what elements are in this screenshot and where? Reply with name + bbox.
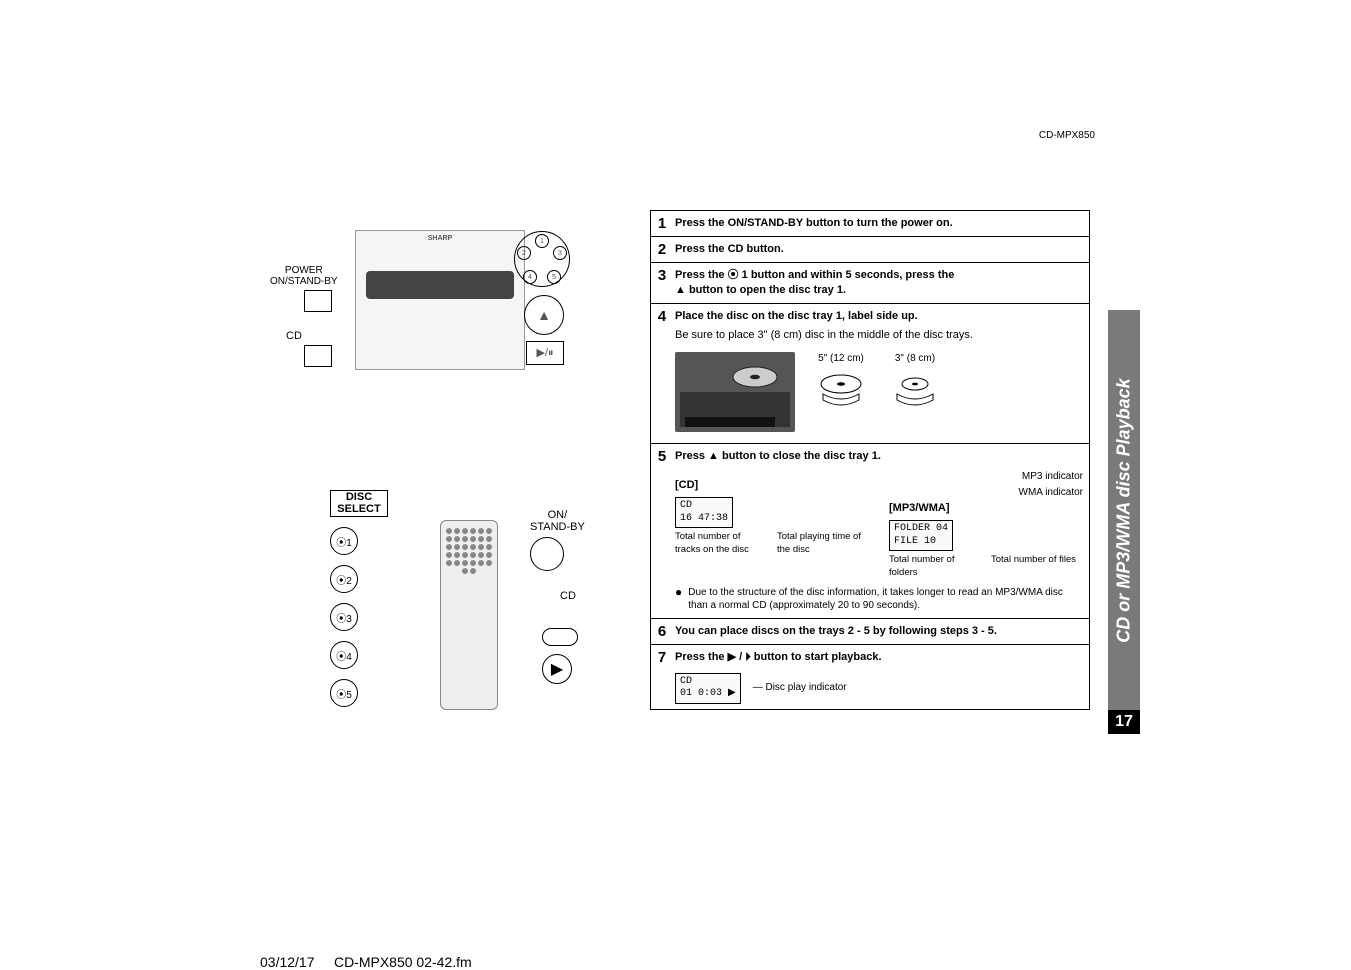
playback-display: CD 01 0:03 ▶: [675, 673, 741, 704]
steps-table: 1 Press the ON/STAND-BY button to turn t…: [650, 210, 1090, 710]
cd-disp-l1: CD: [680, 500, 692, 511]
brand-label: SHARP: [428, 235, 453, 242]
section-tab: CD or MP3/WMA disc Playback: [1108, 310, 1140, 710]
step-row: 6 You can place discs on the trays 2 - 5…: [651, 618, 1089, 644]
step-row: 4 Place the disc on the disc tray 1, lab…: [651, 303, 1089, 444]
caption-time: Total playing time of the disc: [777, 531, 869, 557]
page-number: 17: [1108, 710, 1140, 734]
manual-page: CD-MPX850 POWER ON/STAND-BY CD SHARP 1 2…: [260, 170, 1095, 850]
disc-play-indicator-label: — Disc play indicator: [753, 681, 847, 695]
model-header: CD-MPX850: [1039, 130, 1095, 141]
caption-tracks: Total number of tracks on the disc: [675, 531, 767, 557]
power-button-box: [304, 290, 332, 312]
step-text: You can place discs on the trays 2 - 5 b…: [675, 625, 997, 637]
eject-icon: ▲: [524, 295, 564, 335]
disc-4-button: ⦿4: [330, 641, 358, 669]
disc-cluster-icon: 1 2 3 4 5: [514, 231, 570, 287]
mp3-disp-l1: FOLDER 04: [894, 523, 948, 534]
footer: 03/12/17 CD-MPX850 02-42.fm: [260, 954, 472, 970]
bullet-text: Due to the structure of the disc informa…: [688, 586, 1083, 613]
disc-2-button: ⦿2: [330, 565, 358, 593]
play-disp-l2: 01 0:03 ▶: [680, 688, 736, 699]
unit-screen: [366, 271, 514, 299]
size-5-label: 5" (12 cm): [813, 352, 869, 366]
disc-3inch: 3" (8 cm): [887, 352, 943, 410]
disc-illustration-row: 5" (12 cm) 3" (8 cm): [675, 352, 1083, 432]
play-disp-l1: CD: [680, 676, 692, 687]
step-row: 2 Press the CD button.: [651, 236, 1089, 262]
step-title: Press ▲ button to close the disc tray 1.: [675, 450, 881, 462]
cd-display: CD 16 47:38: [675, 497, 733, 528]
mp3-indicator-label: MP3 indicator: [889, 470, 1083, 484]
step-number: 3: [651, 263, 673, 303]
size-3-label: 3" (8 cm): [887, 352, 943, 366]
remote-diagram: DISCSELECT ⦿1 ⦿2 ⦿3 ⦿4 ⦿5 ON/STAN: [330, 490, 590, 707]
mp3-bracket-label: [MP3/WMA]: [889, 501, 1083, 516]
step-number: 5: [651, 444, 673, 617]
step-text: Press the ▶ / ⏵ button to start playback…: [675, 651, 882, 663]
disc-select-label: DISCSELECT: [330, 490, 388, 517]
step-text: Press the ON/STAND-BY button to turn the…: [675, 217, 953, 229]
step-text-b: ▲ button to open the disc tray 1.: [675, 284, 846, 296]
play-pause-icon: ▶/⏸: [526, 341, 564, 365]
step-row: 3 Press the ⦿ 1 button and within 5 seco…: [651, 262, 1089, 303]
disc-3-button: ⦿3: [330, 603, 358, 631]
on-standby-label: ON/STAND-BY: [530, 510, 585, 571]
disc-1-button: ⦿1: [330, 527, 358, 555]
cd-label-remote: CD: [560, 590, 576, 602]
section-tab-text: CD or MP3/WMA disc Playback: [1114, 378, 1135, 642]
tray-illustration: [675, 352, 795, 432]
play-circle-icon: ▶: [542, 654, 572, 684]
wma-indicator-label: WMA indicator: [889, 486, 1083, 500]
standby-circle-icon: [530, 537, 564, 571]
step-note: Be sure to place 3" (8 cm) disc in the m…: [675, 328, 1083, 343]
footer-date: 03/12/17: [260, 954, 315, 970]
cd-oval-icon: [542, 628, 578, 646]
cd-label: CD: [286, 330, 302, 342]
cd-disp-l2: 16 47:38: [680, 513, 728, 524]
mp3-display: FOLDER 04 FILE 10: [889, 520, 953, 551]
remote-control-icon: [440, 520, 498, 710]
step-text: Press the CD button.: [675, 243, 784, 255]
left-illustrations: POWER ON/STAND-BY CD SHARP 1 2 3 4 5 ▲ ▶…: [260, 230, 600, 370]
caption-files: Total number of files: [991, 554, 1083, 580]
cd-bracket-label: [CD]: [675, 478, 869, 493]
power-text-2: ON/STAND-BY: [270, 276, 338, 287]
step-number: 7: [651, 645, 673, 709]
step-row: 5 Press ▲ button to close the disc tray …: [651, 443, 1089, 617]
step-title: Place the disc on the disc tray 1, label…: [675, 310, 918, 322]
caption-folders: Total number of folders: [889, 554, 981, 580]
footer-file: CD-MPX850 02-42.fm: [334, 954, 472, 970]
unit-diagram: SHARP 1 2 3 4 5 ▲ ▶/⏸: [355, 230, 525, 370]
mp3-disp-l2: FILE 10: [894, 536, 936, 547]
disc-5-button: ⦿5: [330, 679, 358, 707]
disc-5inch: 5" (12 cm): [813, 352, 869, 410]
disc-play-indicator-text: Disc play indicator: [765, 682, 846, 693]
step-number: 6: [651, 619, 673, 644]
step-number: 2: [651, 237, 673, 262]
step-row: 1 Press the ON/STAND-BY button to turn t…: [651, 211, 1089, 236]
step-row: 7 Press the ▶ / ⏵ button to start playba…: [651, 644, 1089, 709]
cd-button-box: [304, 345, 332, 367]
step-number: 4: [651, 304, 673, 444]
power-text-1: POWER: [285, 265, 323, 276]
power-label: POWER ON/STAND-BY: [270, 265, 338, 287]
step-number: 1: [651, 211, 673, 236]
bullet-dot-icon: ●: [675, 586, 682, 613]
step-text-a: Press the ⦿ 1 button and within 5 second…: [675, 269, 954, 281]
step-bullet: ● Due to the structure of the disc infor…: [675, 586, 1083, 613]
